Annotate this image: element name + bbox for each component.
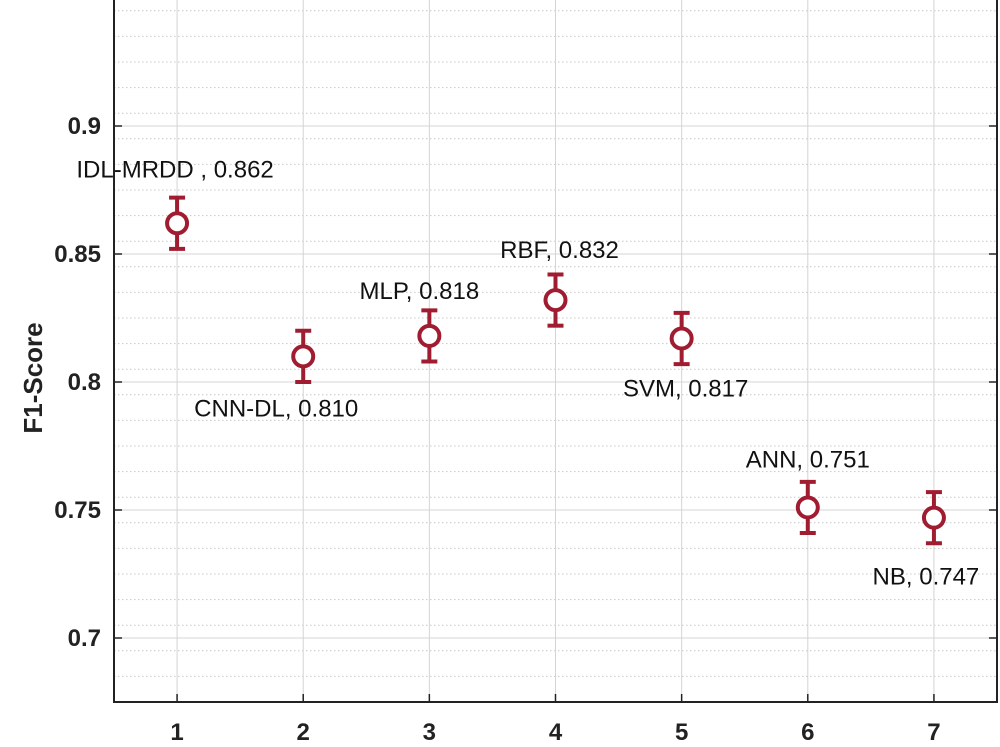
data-label: ANN, 0.751	[746, 446, 870, 473]
y-tick-label: 0.75	[54, 497, 101, 524]
y-tick-label: 0.85	[54, 241, 101, 268]
data-label: MLP, 0.818	[360, 278, 480, 305]
x-tick-labels: 1 2 3 4 5 6 7	[170, 719, 940, 746]
x-tick-label: 1	[170, 719, 183, 746]
x-tick-label: 7	[927, 719, 940, 746]
y-axis-label: F1-Score	[18, 322, 48, 433]
plot-background	[114, 0, 1000, 702]
x-tick-label: 2	[297, 719, 310, 746]
y-tick-labels: 0.7 0.75 0.8 0.85 0.9	[54, 113, 101, 652]
axis-ticks	[114, 125, 997, 702]
data-series	[165, 195, 946, 546]
data-label: CNN-DL, 0.810	[194, 395, 358, 422]
data-point	[417, 323, 442, 348]
data-label: SVM, 0.817	[623, 375, 748, 402]
data-point	[669, 326, 694, 351]
x-tick-label: 4	[549, 719, 563, 746]
data-label: IDL-MRDD , 0.862	[76, 156, 273, 183]
data-label: RBF, 0.832	[500, 237, 619, 264]
data-point	[543, 288, 568, 313]
data-label: NB, 0.747	[873, 564, 980, 591]
data-point	[165, 211, 190, 236]
y-tick-label: 0.9	[68, 113, 101, 140]
x-tick-label: 5	[675, 719, 688, 746]
data-point	[291, 344, 316, 369]
y-tick-label: 0.7	[68, 625, 101, 652]
data-point	[921, 505, 946, 530]
data-point	[795, 495, 820, 520]
x-tick-label: 6	[801, 719, 814, 746]
x-tick-label: 3	[423, 719, 436, 746]
point-annotations: IDL-MRDD , 0.862 CNN-DL, 0.810 MLP, 0.818 R…	[76, 156, 979, 590]
y-tick-label: 0.8	[68, 369, 101, 396]
